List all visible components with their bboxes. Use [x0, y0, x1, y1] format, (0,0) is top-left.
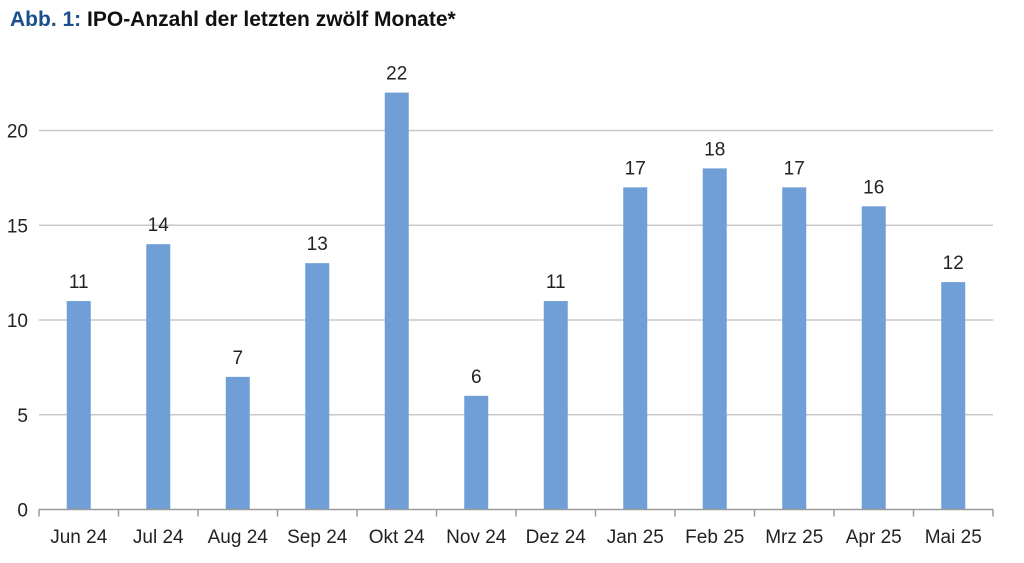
bar — [305, 263, 330, 510]
data-label: 7 — [232, 348, 243, 369]
bar — [146, 244, 171, 510]
data-label: 17 — [625, 158, 646, 179]
bar — [861, 206, 886, 510]
x-tick-label: Jan 25 — [607, 527, 664, 548]
data-label: 6 — [471, 367, 482, 388]
bar — [543, 301, 568, 510]
x-tick-label: Aug 24 — [208, 527, 269, 548]
x-axis — [38, 508, 994, 517]
x-tick-label: Jul 24 — [133, 527, 184, 548]
y-tick-label: 5 — [17, 406, 28, 427]
y-tick-label: 0 — [17, 501, 28, 522]
data-label: 12 — [943, 253, 964, 274]
data-label: 11 — [546, 272, 566, 293]
y-axis-tick-labels: 0 5 10 15 20 — [7, 122, 28, 522]
bars — [66, 92, 966, 510]
data-labels: 11 14 7 13 22 6 11 17 18 17 16 12 — [69, 64, 964, 388]
x-tick-label: Nov 24 — [446, 527, 507, 548]
x-tick-label: Apr 25 — [846, 527, 902, 548]
chart-title: Abb. 1: IPO-Anzahl der letzten zwölf Mon… — [10, 8, 456, 32]
bar — [225, 376, 250, 510]
x-tick-label: Okt 24 — [369, 527, 425, 548]
x-tick-label: Feb 25 — [685, 527, 744, 548]
y-tick-label: 10 — [7, 311, 28, 332]
bar — [623, 187, 648, 510]
x-tick-label: Mrz 25 — [765, 527, 823, 548]
data-label: 18 — [704, 139, 725, 160]
gridlines — [39, 129, 993, 416]
data-label: 22 — [386, 64, 407, 85]
bar — [782, 187, 807, 510]
bar — [464, 395, 489, 510]
chart-title-text: IPO-Anzahl der letzten zwölf Monate* — [87, 8, 456, 31]
bar — [702, 168, 727, 510]
data-label: 13 — [307, 234, 328, 255]
x-tick-label: Mai 25 — [925, 527, 982, 548]
bar — [941, 282, 966, 510]
data-label: 14 — [148, 215, 170, 236]
figure-label: Abb. 1: — [10, 8, 82, 31]
x-tick-label: Jun 24 — [50, 527, 107, 548]
data-label: 11 — [69, 272, 89, 293]
data-label: 17 — [784, 158, 805, 179]
y-tick-label: 20 — [7, 122, 28, 143]
y-tick-label: 15 — [7, 216, 28, 237]
x-tick-label: Dez 24 — [526, 527, 587, 548]
x-tick-label: Sep 24 — [287, 527, 348, 548]
bar — [384, 92, 409, 510]
x-axis-tick-labels: Jun 24 Jul 24 Aug 24 Sep 24 Okt 24 Nov 24 Dez … — [50, 527, 982, 548]
data-label: 16 — [863, 177, 884, 198]
bar — [66, 301, 91, 510]
